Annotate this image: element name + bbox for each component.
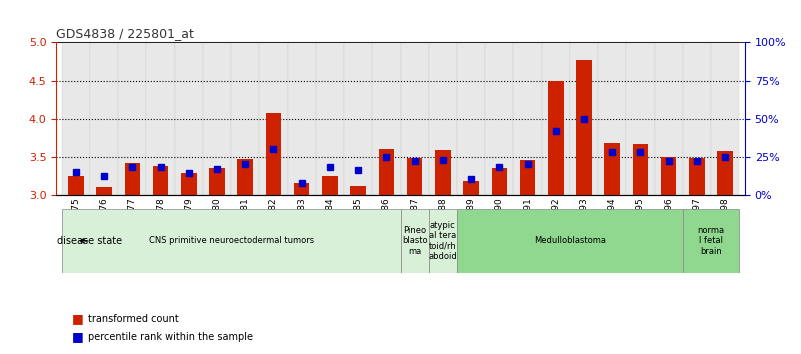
FancyBboxPatch shape bbox=[316, 42, 344, 195]
FancyBboxPatch shape bbox=[711, 42, 739, 195]
FancyBboxPatch shape bbox=[654, 42, 682, 195]
Bar bbox=[661, 156, 677, 195]
Text: Pineo
blasto
ma: Pineo blasto ma bbox=[402, 226, 428, 256]
Text: ■: ■ bbox=[72, 312, 84, 325]
FancyBboxPatch shape bbox=[147, 42, 175, 195]
FancyBboxPatch shape bbox=[344, 42, 372, 195]
FancyBboxPatch shape bbox=[429, 209, 457, 273]
Text: CNS primitive neuroectodermal tumors: CNS primitive neuroectodermal tumors bbox=[148, 236, 314, 245]
FancyBboxPatch shape bbox=[260, 42, 288, 195]
FancyBboxPatch shape bbox=[288, 42, 316, 195]
FancyBboxPatch shape bbox=[541, 42, 570, 195]
Bar bbox=[209, 168, 225, 195]
Bar bbox=[379, 149, 394, 195]
FancyBboxPatch shape bbox=[62, 42, 90, 195]
FancyBboxPatch shape bbox=[457, 209, 682, 273]
Text: transformed count: transformed count bbox=[88, 314, 179, 324]
Bar bbox=[294, 183, 309, 195]
Bar bbox=[718, 151, 733, 195]
Bar bbox=[689, 158, 705, 195]
Bar bbox=[153, 166, 168, 195]
Bar bbox=[68, 176, 83, 195]
Bar bbox=[520, 160, 535, 195]
Text: ■: ■ bbox=[72, 330, 84, 343]
FancyBboxPatch shape bbox=[429, 42, 457, 195]
FancyBboxPatch shape bbox=[570, 42, 598, 195]
FancyBboxPatch shape bbox=[485, 42, 513, 195]
Bar bbox=[350, 185, 366, 195]
Bar bbox=[605, 143, 620, 195]
Bar bbox=[463, 181, 479, 195]
Text: Medulloblastoma: Medulloblastoma bbox=[534, 236, 606, 245]
Bar bbox=[492, 168, 507, 195]
Bar bbox=[266, 113, 281, 195]
Text: atypic
al tera
toid/rh
abdoid: atypic al tera toid/rh abdoid bbox=[429, 221, 457, 261]
FancyBboxPatch shape bbox=[203, 42, 231, 195]
Text: GDS4838 / 225801_at: GDS4838 / 225801_at bbox=[56, 27, 194, 40]
FancyBboxPatch shape bbox=[626, 42, 654, 195]
Bar bbox=[435, 150, 451, 195]
Text: norma
l fetal
brain: norma l fetal brain bbox=[698, 226, 725, 256]
Bar bbox=[124, 163, 140, 195]
Bar bbox=[548, 81, 564, 195]
FancyBboxPatch shape bbox=[400, 42, 429, 195]
Bar bbox=[237, 159, 253, 195]
FancyBboxPatch shape bbox=[119, 42, 147, 195]
Text: disease state: disease state bbox=[58, 236, 123, 246]
Bar bbox=[96, 187, 112, 195]
FancyBboxPatch shape bbox=[598, 42, 626, 195]
Text: percentile rank within the sample: percentile rank within the sample bbox=[88, 332, 253, 342]
FancyBboxPatch shape bbox=[682, 42, 711, 195]
FancyBboxPatch shape bbox=[682, 209, 739, 273]
Bar bbox=[322, 176, 338, 195]
FancyBboxPatch shape bbox=[90, 42, 119, 195]
Bar bbox=[407, 158, 422, 195]
FancyBboxPatch shape bbox=[400, 209, 429, 273]
FancyBboxPatch shape bbox=[175, 42, 203, 195]
FancyBboxPatch shape bbox=[457, 42, 485, 195]
Bar bbox=[633, 144, 648, 195]
FancyBboxPatch shape bbox=[62, 209, 400, 273]
Bar bbox=[576, 60, 592, 195]
Bar bbox=[181, 173, 196, 195]
FancyBboxPatch shape bbox=[231, 42, 260, 195]
FancyBboxPatch shape bbox=[372, 42, 400, 195]
FancyBboxPatch shape bbox=[513, 42, 541, 195]
